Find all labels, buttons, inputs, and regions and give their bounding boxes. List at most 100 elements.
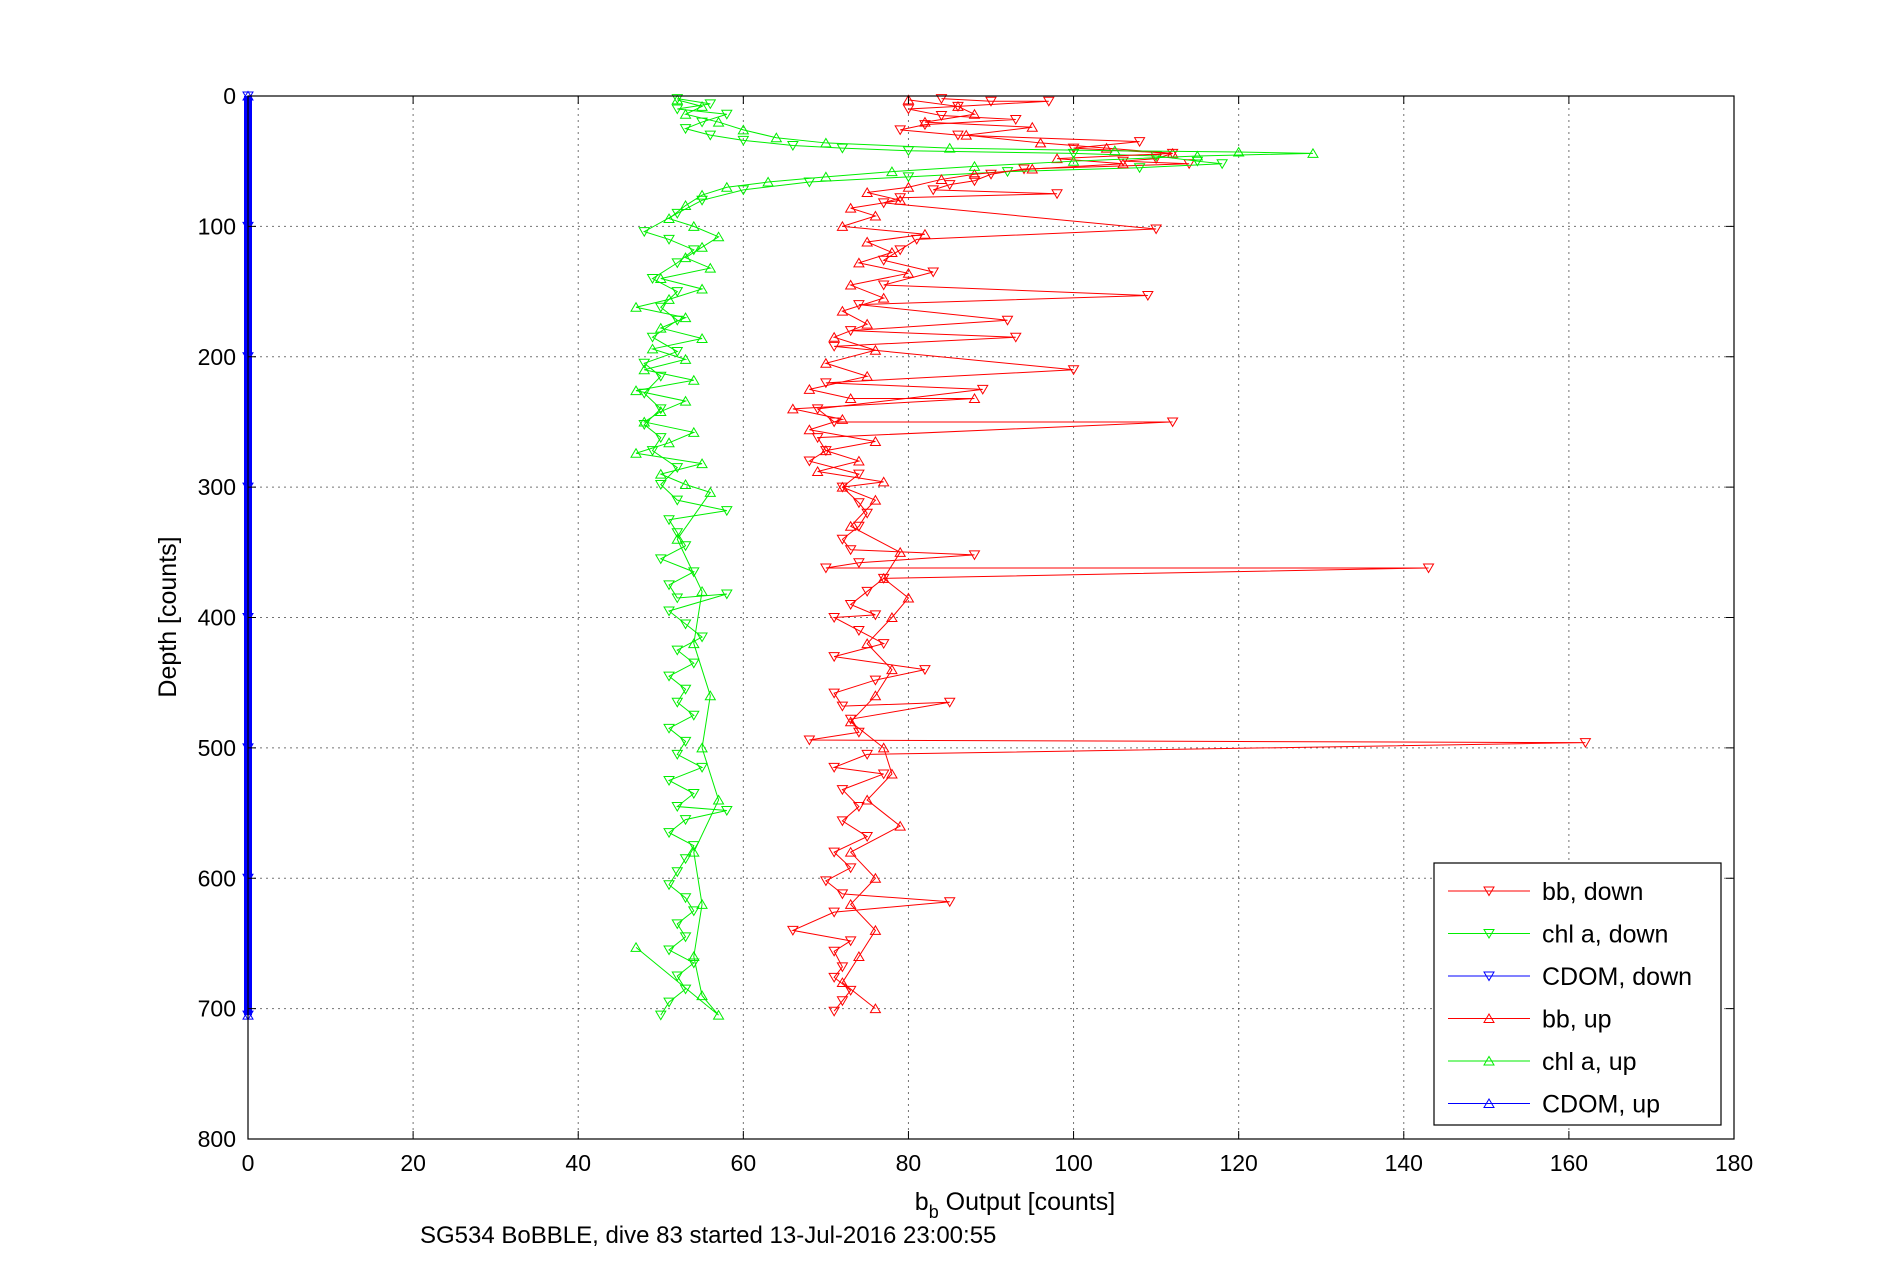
data-point — [861, 749, 874, 760]
data-point — [720, 109, 733, 120]
data-point — [919, 228, 931, 239]
data-point — [877, 639, 890, 650]
data-point — [1067, 365, 1080, 376]
data-point — [646, 343, 659, 354]
data-point — [654, 404, 667, 415]
data-point — [671, 749, 684, 760]
data-point — [853, 802, 865, 813]
data-point — [976, 384, 989, 395]
data-point — [861, 586, 874, 597]
legend-marker — [1483, 886, 1495, 897]
data-point — [671, 528, 684, 539]
x-tick-label: 40 — [565, 1150, 591, 1176]
data-point — [687, 638, 700, 649]
legend-item: CDOM, up — [1448, 1091, 1660, 1119]
data-point — [663, 997, 675, 1008]
data-point — [654, 1010, 667, 1021]
data-point — [894, 193, 907, 204]
data-point — [820, 876, 832, 887]
data-point — [836, 889, 849, 900]
data-point — [820, 563, 832, 574]
data-point — [1100, 142, 1113, 153]
x-tick-label: 120 — [1219, 1150, 1257, 1176]
data-point — [654, 433, 667, 444]
data-point — [828, 907, 841, 918]
data-point — [687, 710, 700, 721]
data-point — [671, 593, 684, 604]
data-point — [679, 684, 692, 695]
data-point — [836, 996, 849, 1007]
data-point — [712, 1009, 725, 1020]
data-point — [1051, 153, 1063, 164]
data-point — [836, 305, 849, 316]
data-point — [894, 546, 907, 557]
data-point — [960, 129, 973, 140]
data-point — [663, 606, 675, 617]
y-tick-label: 500 — [198, 735, 236, 761]
data-point — [861, 794, 874, 805]
y-tick-label: 300 — [198, 474, 236, 500]
data-point — [828, 762, 841, 773]
data-point — [704, 130, 717, 141]
data-point — [886, 612, 898, 622]
data-point — [836, 143, 849, 154]
data-point — [696, 742, 708, 753]
x-axis-label: bb Output [counts] — [915, 1188, 1115, 1222]
data-point — [696, 195, 708, 206]
data-point — [861, 638, 874, 649]
data-point — [671, 287, 684, 298]
data-point — [762, 176, 774, 187]
ticks: 0 20 40 60 80 100 120 140 160 180 0 100 200 300 400 500… — [198, 83, 1754, 1176]
data-point — [687, 374, 700, 385]
data-point — [687, 906, 700, 917]
data-point — [663, 515, 675, 526]
data-point — [985, 169, 997, 180]
data-point — [671, 802, 684, 813]
data-point — [869, 675, 882, 686]
data-point — [671, 533, 684, 544]
data-point — [844, 863, 857, 874]
data-point — [671, 258, 684, 269]
data-point — [844, 716, 857, 727]
data-point — [737, 135, 750, 146]
data-point — [1067, 155, 1080, 166]
data-point — [811, 433, 824, 444]
data-point — [638, 364, 651, 375]
data-point — [803, 735, 816, 746]
data-point — [1422, 563, 1435, 574]
x-tick-label: 0 — [242, 1150, 255, 1176]
data-point — [654, 322, 667, 333]
data-point — [1166, 417, 1179, 428]
data-point — [737, 185, 750, 196]
legend-item: bb, down — [1448, 878, 1643, 906]
data-point — [679, 984, 692, 995]
data-point — [696, 241, 708, 252]
x-tick-label: 160 — [1550, 1150, 1588, 1176]
data-point — [679, 736, 692, 747]
data-point — [654, 554, 667, 565]
data-point — [886, 166, 898, 177]
data-point — [1067, 143, 1080, 154]
data-point — [671, 463, 684, 474]
data-point — [720, 181, 733, 192]
data-point — [638, 227, 651, 238]
data-point — [861, 370, 874, 381]
data-point — [820, 137, 832, 148]
data-point — [968, 550, 981, 561]
data-point — [968, 168, 981, 179]
data-point — [663, 775, 675, 786]
data-point — [828, 972, 841, 983]
data-point — [952, 100, 964, 111]
data-point — [877, 292, 890, 303]
data-point — [1307, 147, 1319, 158]
data-point — [902, 181, 915, 192]
legend-label: CDOM, up — [1542, 1091, 1660, 1119]
data-point — [861, 186, 874, 197]
data-point — [869, 210, 882, 221]
data-point — [869, 610, 882, 621]
data-point — [671, 347, 684, 358]
data-point — [687, 426, 700, 437]
data-point — [687, 958, 700, 969]
data-point — [869, 872, 882, 883]
data-point — [663, 828, 675, 839]
